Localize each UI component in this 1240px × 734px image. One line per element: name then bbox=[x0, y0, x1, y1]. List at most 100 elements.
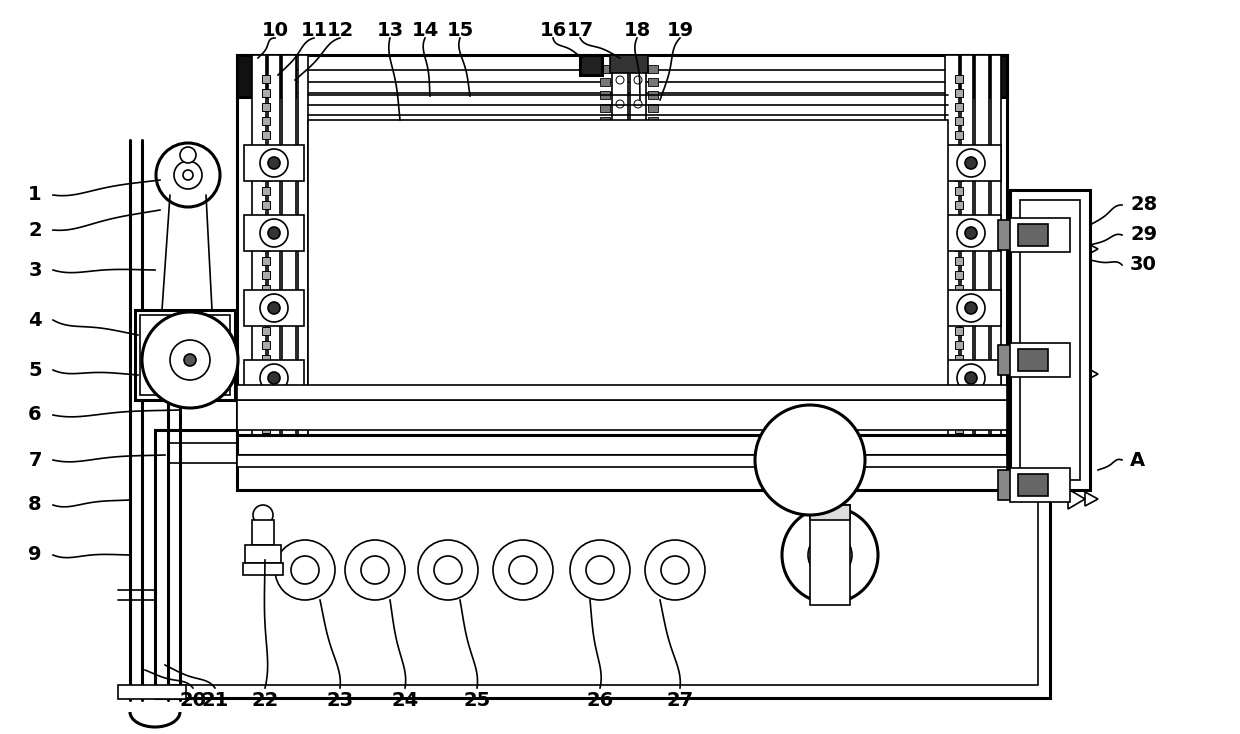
Bar bbox=[649, 117, 658, 125]
Bar bbox=[262, 145, 270, 153]
Bar bbox=[955, 285, 963, 293]
Bar bbox=[649, 91, 658, 99]
Circle shape bbox=[965, 302, 977, 314]
Circle shape bbox=[634, 196, 642, 204]
Circle shape bbox=[634, 172, 642, 180]
Circle shape bbox=[755, 405, 866, 515]
Circle shape bbox=[808, 533, 852, 577]
Bar bbox=[649, 390, 658, 398]
Circle shape bbox=[965, 227, 977, 239]
Bar bbox=[955, 369, 963, 377]
Circle shape bbox=[434, 556, 463, 584]
Bar bbox=[955, 243, 963, 251]
Bar bbox=[955, 201, 963, 209]
Text: 13: 13 bbox=[377, 21, 403, 40]
Bar bbox=[262, 103, 270, 111]
Text: 28: 28 bbox=[1130, 195, 1157, 214]
Bar bbox=[955, 411, 963, 419]
Text: 12: 12 bbox=[326, 21, 353, 40]
Bar bbox=[237, 385, 1007, 400]
Text: 1: 1 bbox=[29, 186, 42, 205]
Circle shape bbox=[634, 220, 642, 228]
Circle shape bbox=[494, 540, 553, 600]
Bar bbox=[237, 400, 1007, 430]
Bar bbox=[600, 78, 610, 86]
Circle shape bbox=[180, 147, 196, 163]
Bar bbox=[649, 351, 658, 359]
Circle shape bbox=[508, 556, 537, 584]
Bar bbox=[945, 55, 959, 455]
Bar bbox=[955, 55, 1007, 97]
Circle shape bbox=[645, 540, 706, 600]
Bar bbox=[308, 120, 949, 450]
Bar bbox=[649, 65, 658, 73]
Text: 19: 19 bbox=[666, 21, 693, 40]
Bar bbox=[118, 685, 186, 699]
Circle shape bbox=[634, 316, 642, 324]
Circle shape bbox=[260, 364, 288, 392]
Bar bbox=[610, 55, 649, 73]
Bar bbox=[600, 169, 610, 177]
Circle shape bbox=[957, 364, 985, 392]
Bar bbox=[649, 247, 658, 255]
Bar bbox=[600, 338, 610, 346]
Bar bbox=[262, 313, 270, 321]
Bar bbox=[810, 505, 849, 605]
Bar bbox=[1018, 224, 1048, 246]
Bar bbox=[955, 215, 963, 223]
Bar bbox=[955, 187, 963, 195]
Bar bbox=[262, 397, 270, 405]
Bar bbox=[262, 187, 270, 195]
Bar bbox=[649, 286, 658, 294]
Circle shape bbox=[174, 161, 202, 189]
Circle shape bbox=[268, 157, 280, 169]
Bar bbox=[955, 355, 963, 363]
Bar bbox=[613, 55, 627, 445]
Bar bbox=[262, 75, 270, 83]
Circle shape bbox=[616, 148, 624, 156]
Bar bbox=[600, 156, 610, 164]
Bar bbox=[649, 325, 658, 333]
Circle shape bbox=[634, 340, 642, 348]
Bar bbox=[262, 257, 270, 265]
Circle shape bbox=[957, 149, 985, 177]
Text: 4: 4 bbox=[29, 310, 42, 330]
Bar bbox=[649, 377, 658, 385]
Bar bbox=[1011, 190, 1090, 490]
Circle shape bbox=[661, 556, 689, 584]
Bar bbox=[600, 143, 610, 151]
Bar bbox=[262, 89, 270, 97]
Bar bbox=[600, 377, 610, 385]
Bar bbox=[1011, 468, 1070, 502]
Circle shape bbox=[156, 143, 219, 207]
Bar bbox=[155, 430, 1050, 698]
Bar bbox=[955, 159, 963, 167]
Circle shape bbox=[616, 364, 624, 372]
Bar bbox=[237, 55, 295, 97]
Text: 25: 25 bbox=[464, 691, 491, 710]
Text: 30: 30 bbox=[1130, 255, 1157, 275]
Circle shape bbox=[418, 540, 477, 600]
Text: 27: 27 bbox=[666, 691, 693, 710]
Bar bbox=[1018, 349, 1048, 371]
Text: 3: 3 bbox=[29, 261, 42, 280]
Circle shape bbox=[965, 372, 977, 384]
Bar bbox=[167, 443, 1038, 685]
Bar bbox=[1021, 200, 1080, 480]
Bar bbox=[955, 229, 963, 237]
Bar bbox=[975, 55, 990, 455]
Text: 29: 29 bbox=[1130, 225, 1157, 244]
Bar bbox=[262, 411, 270, 419]
Bar bbox=[262, 229, 270, 237]
Circle shape bbox=[587, 556, 614, 584]
Circle shape bbox=[345, 540, 405, 600]
Polygon shape bbox=[1085, 367, 1097, 381]
Bar bbox=[649, 260, 658, 268]
Bar bbox=[262, 341, 270, 349]
Circle shape bbox=[268, 302, 280, 314]
Bar bbox=[600, 299, 610, 307]
Bar bbox=[649, 195, 658, 203]
Circle shape bbox=[616, 388, 624, 396]
Circle shape bbox=[253, 505, 273, 525]
Bar bbox=[600, 351, 610, 359]
